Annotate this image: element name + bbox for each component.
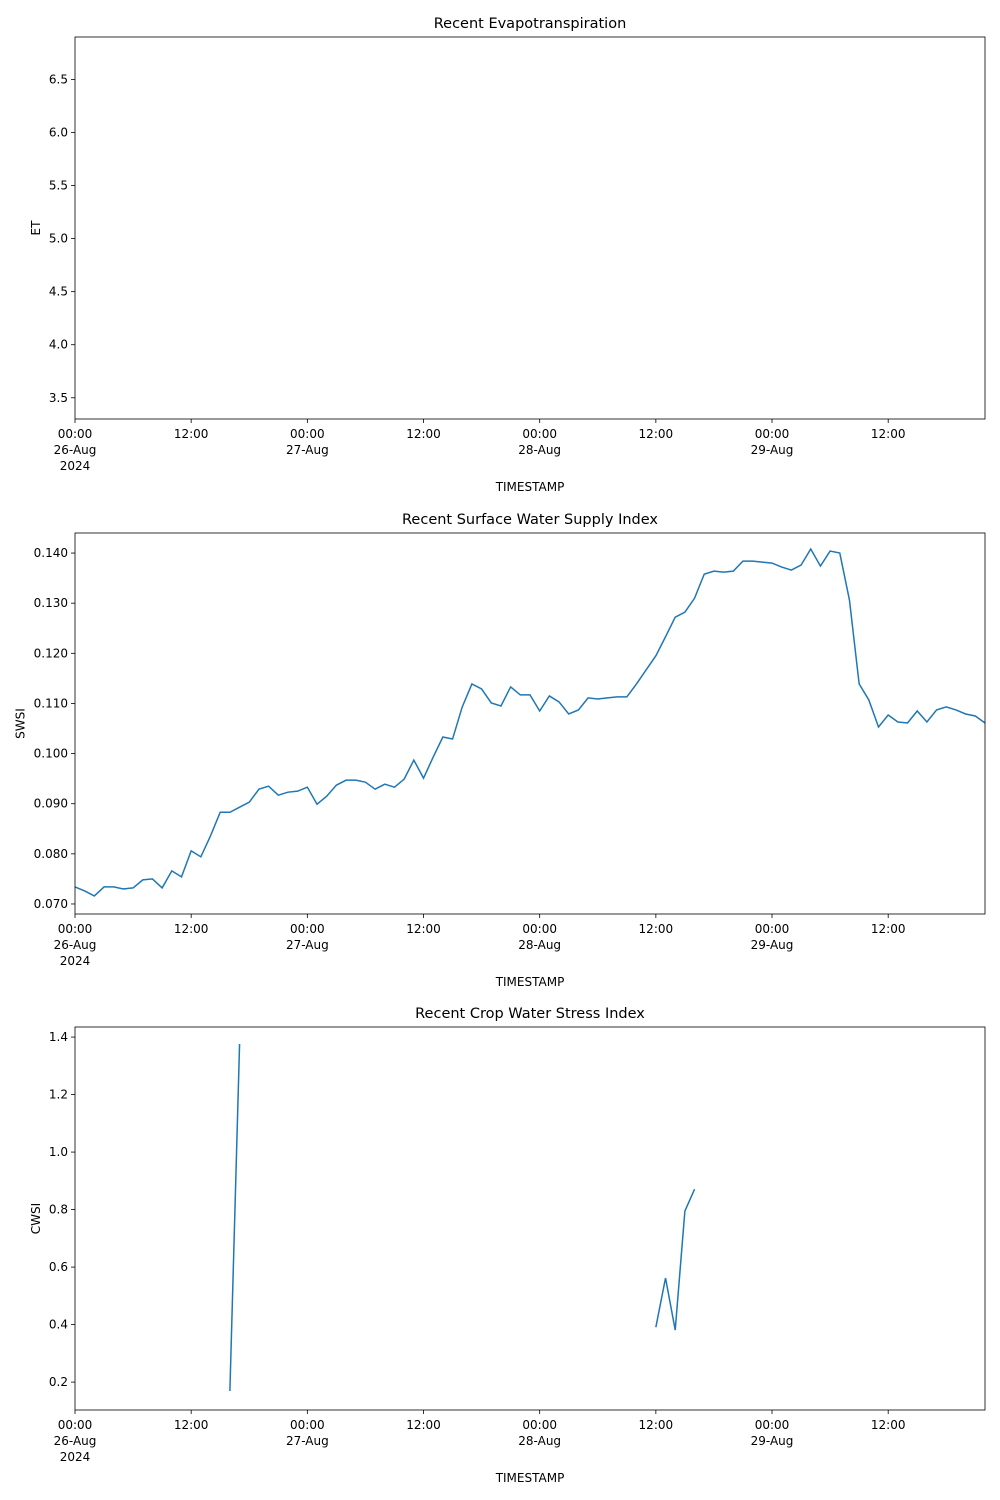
x-tick-label: 12:00: [639, 427, 674, 441]
y-tick-label: 0.110: [34, 696, 68, 710]
x-tick-label: 00:00 28-Aug: [518, 1418, 561, 1448]
x-tick-label: 12:00: [406, 922, 441, 936]
x-tick-label: 00:00 26-Aug 2024: [54, 922, 97, 968]
x-tick-label: 12:00: [174, 922, 209, 936]
x-tick-label: 00:00 27-Aug: [286, 1418, 329, 1448]
y-tick-label: 0.080: [34, 847, 68, 861]
y-tick-label: 0.2: [49, 1375, 68, 1389]
x-tick-label: 00:00 29-Aug: [751, 427, 794, 457]
y-tick-label: 1.4: [49, 1030, 68, 1044]
y-tick-label: 0.130: [34, 596, 68, 610]
y-tick-label: 0.140: [34, 546, 68, 560]
x-axis-label: TIMESTAMP: [495, 1471, 565, 1485]
x-tick-label: 00:00 29-Aug: [751, 922, 794, 952]
data-line: [655, 1188, 696, 1331]
x-tick-label: 12:00: [406, 1418, 441, 1432]
x-tick-label: 00:00 28-Aug: [518, 427, 561, 457]
data-line: [229, 1043, 241, 1392]
y-axis-label: SWSI: [14, 708, 28, 739]
x-tick-label: 00:00 26-Aug 2024: [54, 1418, 97, 1464]
y-tick-label: 3.5: [49, 391, 68, 405]
y-tick-label: 0.120: [34, 646, 68, 660]
y-tick-label: 4.5: [49, 285, 68, 299]
y-axis-label: ET: [29, 220, 43, 236]
x-tick-label: 00:00 29-Aug: [751, 1418, 794, 1448]
y-tick-label: 5.5: [49, 179, 68, 193]
chart-title: Recent Crop Water Stress Index: [415, 1006, 645, 1022]
plot-frame: [74, 36, 986, 420]
x-tick-label: 12:00: [639, 922, 674, 936]
y-tick-label: 5.0: [49, 232, 68, 246]
chart-title: Recent Surface Water Supply Index: [402, 512, 658, 528]
x-tick-label: 00:00 27-Aug: [286, 922, 329, 952]
x-axis-label: TIMESTAMP: [495, 480, 565, 494]
x-tick-label: 12:00: [174, 427, 209, 441]
x-tick-label: 12:00: [871, 922, 906, 936]
y-tick-label: 4.0: [49, 338, 68, 352]
y-tick-label: 6.5: [49, 72, 68, 86]
y-axis-label: CWSI: [29, 1203, 43, 1234]
x-tick-label: 00:00 26-Aug 2024: [54, 427, 97, 473]
y-tick-label: 6.0: [49, 126, 68, 140]
x-tick-label: 12:00: [174, 1418, 209, 1432]
x-tick-label: 00:00 27-Aug: [286, 427, 329, 457]
x-tick-label: 00:00 28-Aug: [518, 922, 561, 952]
x-tick-label: 12:00: [406, 427, 441, 441]
data-line: [74, 547, 986, 897]
y-tick-label: 1.0: [49, 1145, 68, 1159]
chart-title: Recent Evapotranspiration: [434, 16, 627, 32]
y-tick-label: 0.070: [34, 897, 68, 911]
y-tick-label: 0.090: [34, 797, 68, 811]
x-tick-label: 12:00: [639, 1418, 674, 1432]
x-tick-label: 12:00: [871, 427, 906, 441]
x-tick-label: 12:00: [871, 1418, 906, 1432]
y-tick-label: 0.6: [49, 1260, 68, 1274]
plot-frame: [74, 532, 986, 915]
y-tick-label: 1.2: [49, 1088, 68, 1102]
x-axis-label: TIMESTAMP: [495, 975, 565, 989]
y-tick-label: 0.4: [49, 1318, 68, 1332]
plot-frame: [74, 1026, 986, 1411]
y-tick-label: 0.8: [49, 1203, 68, 1217]
y-tick-label: 0.100: [34, 747, 68, 761]
